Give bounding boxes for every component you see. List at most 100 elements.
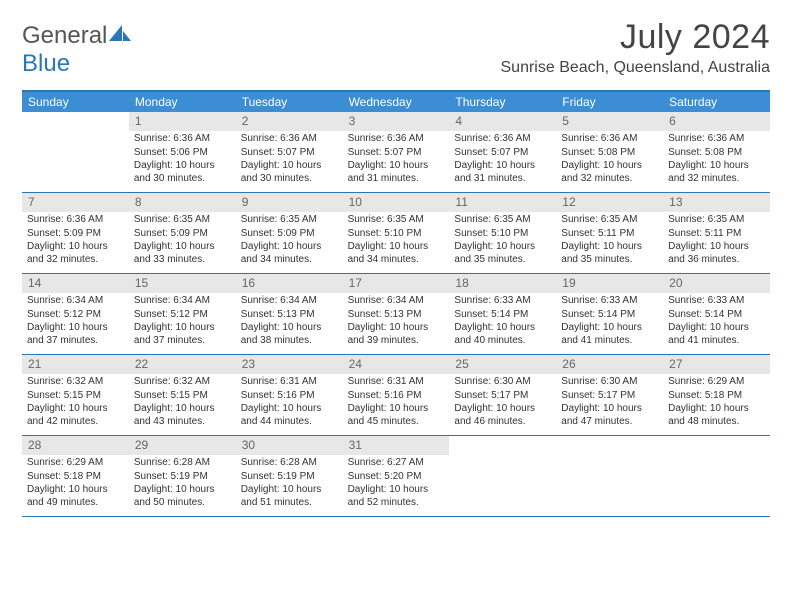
day-content: Sunrise: 6:35 AMSunset: 5:11 PMDaylight:… [663,214,770,266]
day-number: 11 [449,193,556,212]
day-number: 22 [129,355,236,374]
day-content: Sunrise: 6:35 AMSunset: 5:10 PMDaylight:… [343,214,450,266]
daylight-text: Daylight: 10 hours and 32 minutes. [27,241,124,266]
sunrise-text: Sunrise: 6:36 AM [134,133,231,146]
location-text: Sunrise Beach, Queensland, Australia [501,59,771,77]
day-header: Monday [129,92,236,112]
day-number: 27 [663,355,770,374]
sunrise-text: Sunrise: 6:31 AM [241,376,338,389]
day-content: Sunrise: 6:30 AMSunset: 5:17 PMDaylight:… [556,376,663,428]
sunrise-text: Sunrise: 6:35 AM [561,214,658,227]
daylight-text: Daylight: 10 hours and 37 minutes. [27,322,124,347]
day-cell: 6 Sunrise: 6:36 AMSunset: 5:08 PMDaylight… [663,112,770,192]
sunset-text: Sunset: 5:17 PM [454,390,551,403]
sunset-text: Sunset: 5:16 PM [241,390,338,403]
day-header-row: SundayMondayTuesdayWednesdayThursdayFrid… [22,92,770,112]
sunrise-text: Sunrise: 6:36 AM [668,133,765,146]
sunset-text: Sunset: 5:11 PM [561,228,658,241]
day-cell: 28Sunrise: 6:29 AMSunset: 5:18 PMDayligh… [22,436,129,516]
daylight-text: Daylight: 10 hours and 31 minutes. [348,160,445,185]
day-number: 6 [663,112,770,131]
week-row: 7Sunrise: 6:36 AMSunset: 5:09 PMDaylight… [22,193,770,274]
daylight-text: Daylight: 10 hours and 35 minutes. [561,241,658,266]
sunrise-text: Sunrise: 6:30 AM [561,376,658,389]
day-content: Sunrise: 6:34 AMSunset: 5:12 PMDaylight:… [22,295,129,347]
sunset-text: Sunset: 5:07 PM [454,147,551,160]
sunrise-text: Sunrise: 6:33 AM [668,295,765,308]
sunset-text: Sunset: 5:17 PM [561,390,658,403]
daylight-text: Daylight: 10 hours and 32 minutes. [668,160,765,185]
day-cell [449,436,556,516]
day-cell: 18Sunrise: 6:33 AMSunset: 5:14 PMDayligh… [449,274,556,354]
sunset-text: Sunset: 5:11 PM [668,228,765,241]
sunrise-text: Sunrise: 6:36 AM [348,133,445,146]
day-content: Sunrise: 6:28 AMSunset: 5:19 PMDaylight:… [236,457,343,509]
daylight-text: Daylight: 10 hours and 50 minutes. [134,484,231,509]
day-cell: 5Sunrise: 6:36 AMSunset: 5:08 PMDaylight… [556,112,663,192]
sunset-text: Sunset: 5:16 PM [348,390,445,403]
day-number: 16 [236,274,343,293]
day-header: Tuesday [236,92,343,112]
daylight-text: Daylight: 10 hours and 52 minutes. [348,484,445,509]
day-cell: 9Sunrise: 6:35 AMSunset: 5:09 PMDaylight… [236,193,343,273]
title-block: July 2024 Sunrise Beach, Queensland, Aus… [501,18,771,77]
sunset-text: Sunset: 5:06 PM [134,147,231,160]
week-row: 28Sunrise: 6:29 AMSunset: 5:18 PMDayligh… [22,436,770,517]
day-cell: 10Sunrise: 6:35 AMSunset: 5:10 PMDayligh… [343,193,450,273]
header: General Blue July 2024 Sunrise Beach, Qu… [22,18,770,78]
day-number: 23 [236,355,343,374]
sunset-text: Sunset: 5:08 PM [561,147,658,160]
daylight-text: Daylight: 10 hours and 36 minutes. [668,241,765,266]
daylight-text: Daylight: 10 hours and 43 minutes. [134,403,231,428]
day-cell: 8Sunrise: 6:35 AMSunset: 5:09 PMDaylight… [129,193,236,273]
day-cell: 24Sunrise: 6:31 AMSunset: 5:16 PMDayligh… [343,355,450,435]
sunset-text: Sunset: 5:10 PM [348,228,445,241]
day-cell: 31Sunrise: 6:27 AMSunset: 5:20 PMDayligh… [343,436,450,516]
sunset-text: Sunset: 5:14 PM [454,309,551,322]
day-header: Saturday [663,92,770,112]
day-number: 26 [556,355,663,374]
day-cell: 29Sunrise: 6:28 AMSunset: 5:19 PMDayligh… [129,436,236,516]
sunrise-text: Sunrise: 6:28 AM [241,457,338,470]
daylight-text: Daylight: 10 hours and 41 minutes. [668,322,765,347]
day-content: Sunrise: 6:29 AMSunset: 5:18 PMDaylight:… [22,457,129,509]
week-row: 14Sunrise: 6:34 AMSunset: 5:12 PMDayligh… [22,274,770,355]
day-cell: 21Sunrise: 6:32 AMSunset: 5:15 PMDayligh… [22,355,129,435]
logo-text-general: General [22,22,107,49]
day-cell: 25Sunrise: 6:30 AMSunset: 5:17 PMDayligh… [449,355,556,435]
day-content: Sunrise: 6:35 AMSunset: 5:09 PMDaylight:… [129,214,236,266]
day-content: Sunrise: 6:33 AMSunset: 5:14 PMDaylight:… [556,295,663,347]
sunset-text: Sunset: 5:12 PM [134,309,231,322]
day-content: Sunrise: 6:33 AMSunset: 5:14 PMDaylight:… [449,295,556,347]
logo-sail-icon [109,22,131,50]
sunset-text: Sunset: 5:15 PM [134,390,231,403]
day-cell [556,436,663,516]
sunrise-text: Sunrise: 6:31 AM [348,376,445,389]
daylight-text: Daylight: 10 hours and 30 minutes. [241,160,338,185]
day-cell: 30Sunrise: 6:28 AMSunset: 5:19 PMDayligh… [236,436,343,516]
sunrise-text: Sunrise: 6:35 AM [241,214,338,227]
day-cell: 13Sunrise: 6:35 AMSunset: 5:11 PMDayligh… [663,193,770,273]
sunset-text: Sunset: 5:13 PM [348,309,445,322]
day-number: 14 [22,274,129,293]
day-content: Sunrise: 6:31 AMSunset: 5:16 PMDaylight:… [236,376,343,428]
day-content: Sunrise: 6:36 AMSunset: 5:08 PMDaylight:… [663,133,770,185]
sunrise-text: Sunrise: 6:35 AM [454,214,551,227]
sunset-text: Sunset: 5:10 PM [454,228,551,241]
sunrise-text: Sunrise: 6:35 AM [668,214,765,227]
daylight-text: Daylight: 10 hours and 41 minutes. [561,322,658,347]
day-content: Sunrise: 6:34 AMSunset: 5:12 PMDaylight:… [129,295,236,347]
daylight-text: Daylight: 10 hours and 34 minutes. [241,241,338,266]
day-number: 25 [449,355,556,374]
day-number: 12 [556,193,663,212]
day-number: 1 [129,112,236,131]
sunset-text: Sunset: 5:18 PM [27,471,124,484]
sunset-text: Sunset: 5:09 PM [27,228,124,241]
day-content: Sunrise: 6:31 AMSunset: 5:16 PMDaylight:… [343,376,450,428]
logo: General Blue [22,22,131,78]
day-number: 20 [663,274,770,293]
week-row: 1Sunrise: 6:36 AMSunset: 5:06 PMDaylight… [22,112,770,193]
sunset-text: Sunset: 5:07 PM [241,147,338,160]
sunrise-text: Sunrise: 6:29 AM [668,376,765,389]
sunrise-text: Sunrise: 6:36 AM [241,133,338,146]
